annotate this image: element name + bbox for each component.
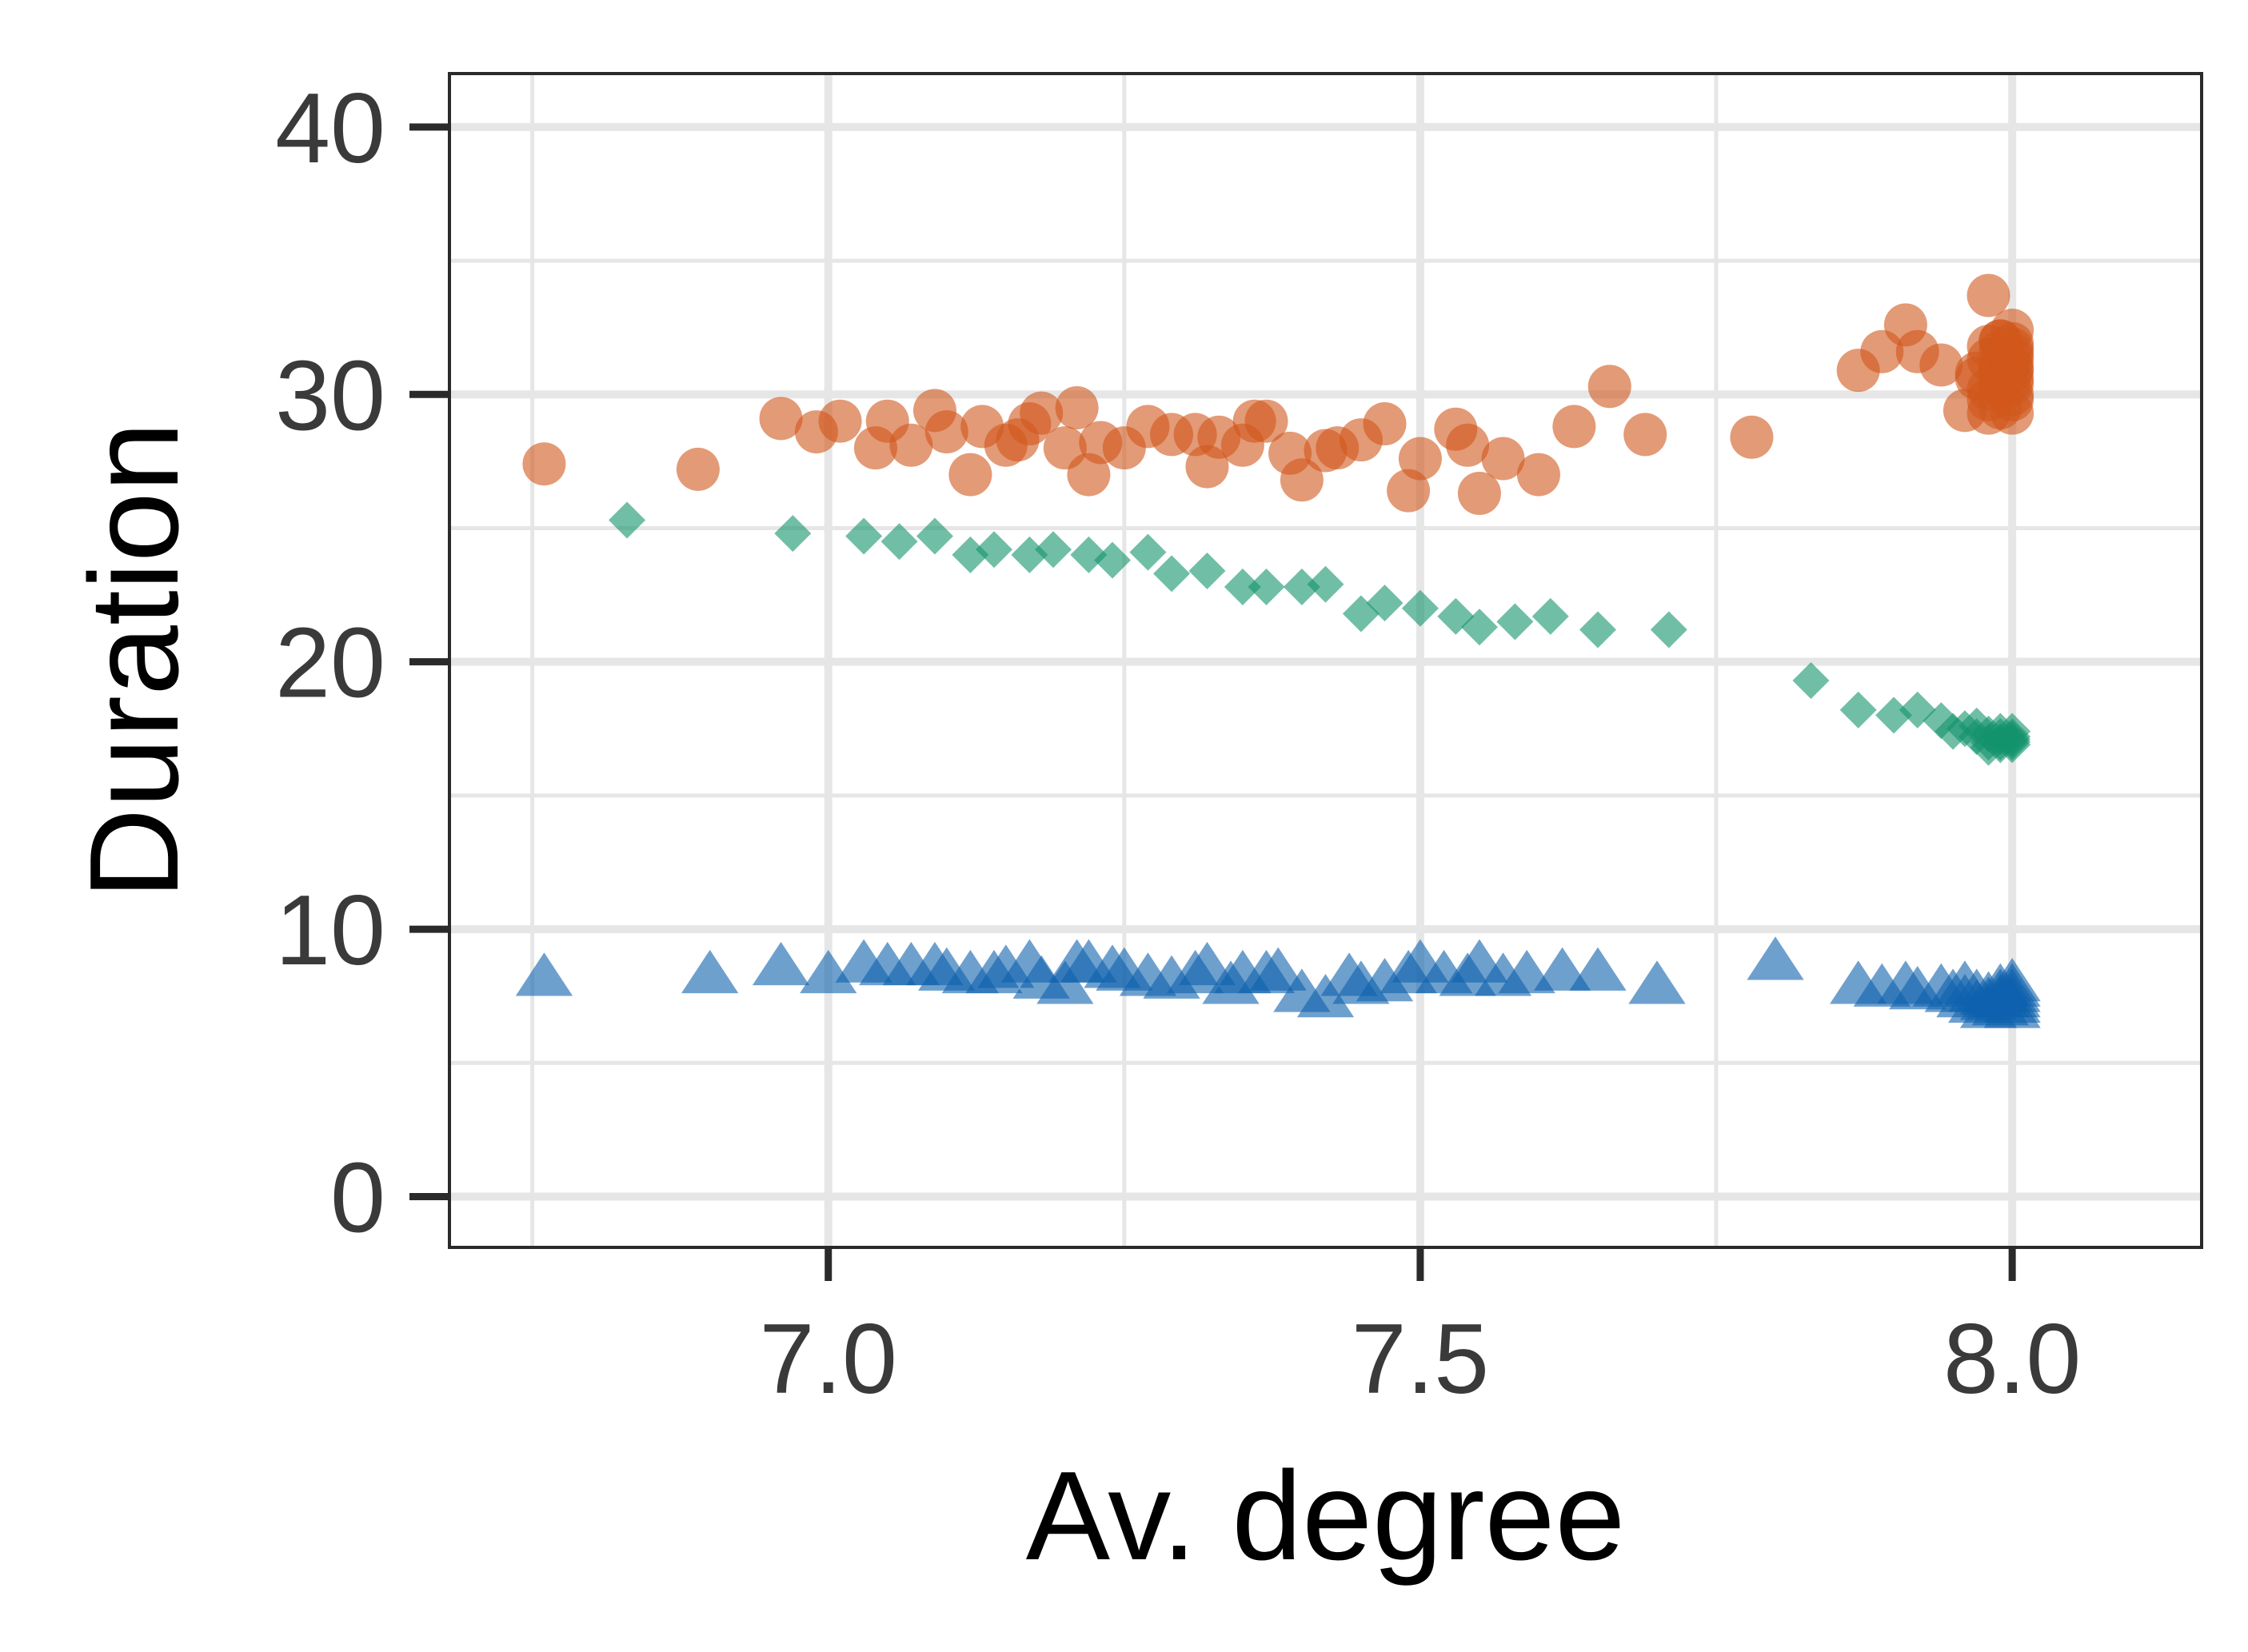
y-tick-label: 40 bbox=[275, 74, 385, 184]
data-point-diamond bbox=[845, 517, 883, 555]
data-point-triangle bbox=[752, 941, 810, 986]
data-point-circle bbox=[1457, 472, 1501, 516]
data-point-triangle bbox=[1747, 936, 1804, 980]
data-point-circle bbox=[889, 423, 933, 467]
data-point-diamond bbox=[1579, 611, 1616, 648]
data-point-diamond bbox=[1982, 718, 2019, 756]
data-point-diamond bbox=[1248, 569, 1285, 606]
data-point-triangle bbox=[1983, 963, 2041, 1007]
data-point-diamond bbox=[609, 501, 646, 539]
data-point-triangle bbox=[1178, 941, 1236, 986]
x-tick-label: 7.0 bbox=[760, 1304, 897, 1415]
data-point-diamond bbox=[1496, 603, 1534, 640]
data-point-diamond bbox=[1531, 597, 1569, 635]
data-point-circle bbox=[1398, 437, 1442, 481]
y-tick-label: 0 bbox=[330, 1143, 385, 1253]
data-point-circle bbox=[1587, 365, 1631, 409]
data-point-diamond bbox=[1792, 662, 1830, 700]
y-tick-label: 30 bbox=[275, 341, 385, 451]
data-point-diamond bbox=[1460, 609, 1498, 646]
points-layer bbox=[515, 273, 2041, 1028]
data-point-diamond bbox=[1366, 585, 1404, 622]
data-point-circle bbox=[1446, 423, 1490, 467]
data-point-circle bbox=[1244, 399, 1288, 443]
data-point-circle bbox=[1919, 343, 1963, 387]
data-point-triangle bbox=[681, 949, 739, 994]
data-point-triangle bbox=[1249, 947, 1307, 991]
data-point-diamond bbox=[1153, 555, 1191, 593]
data-point-circle bbox=[924, 410, 968, 454]
data-point-triangle bbox=[515, 952, 573, 996]
data-point-circle bbox=[1516, 453, 1560, 497]
x-tick-label: 8.0 bbox=[1943, 1304, 2081, 1415]
data-point-circle bbox=[1552, 405, 1596, 449]
x-tick-label: 7.5 bbox=[1352, 1304, 1489, 1415]
y-axis-title: Duration bbox=[64, 421, 205, 899]
series-circle bbox=[522, 273, 2034, 516]
series-diamond bbox=[609, 501, 2031, 766]
data-point-circle bbox=[1967, 391, 2010, 435]
data-point-circle bbox=[1280, 458, 1324, 502]
data-point-diamond bbox=[774, 515, 812, 553]
x-axis-title: Av. degree bbox=[1026, 1446, 1626, 1586]
data-point-diamond bbox=[1283, 569, 1320, 606]
data-point-circle bbox=[1730, 415, 1774, 459]
data-point-diamond bbox=[975, 531, 1012, 569]
data-point-circle bbox=[522, 442, 566, 486]
data-point-diamond bbox=[880, 523, 918, 561]
data-point-triangle bbox=[1628, 960, 1686, 1004]
data-point-triangle bbox=[1569, 947, 1627, 991]
data-point-diamond bbox=[1188, 552, 1226, 589]
data-point-diamond bbox=[916, 517, 953, 555]
data-point-circle bbox=[818, 399, 862, 443]
y-tick-label: 10 bbox=[275, 876, 385, 986]
data-point-diamond bbox=[1839, 691, 1877, 728]
data-point-circle bbox=[1363, 402, 1407, 446]
series-triangle bbox=[515, 936, 2041, 1028]
data-point-diamond bbox=[1094, 541, 1132, 579]
data-point-circle bbox=[1990, 327, 2034, 371]
data-point-diamond bbox=[1307, 565, 1344, 603]
data-point-circle bbox=[1055, 385, 1099, 429]
data-point-circle bbox=[759, 397, 803, 441]
y-tick-label: 20 bbox=[275, 609, 385, 719]
data-point-diamond bbox=[1401, 589, 1439, 627]
data-point-diamond bbox=[1129, 533, 1167, 571]
data-point-diamond bbox=[1224, 569, 1261, 606]
data-point-circle bbox=[1967, 273, 2010, 317]
data-point-diamond bbox=[1035, 531, 1072, 569]
axis-layer: 7.0 7.5 8.0 0 10 20 30 40 bbox=[275, 74, 2081, 1415]
data-point-circle bbox=[1623, 413, 1667, 457]
data-point-circle bbox=[1990, 361, 2034, 405]
data-point-circle bbox=[1020, 391, 1064, 435]
data-point-diamond bbox=[1650, 611, 1687, 648]
grid-layer bbox=[449, 74, 2202, 1247]
data-point-circle bbox=[948, 453, 992, 497]
data-point-circle bbox=[676, 447, 720, 491]
data-point-circle bbox=[1481, 437, 1525, 481]
